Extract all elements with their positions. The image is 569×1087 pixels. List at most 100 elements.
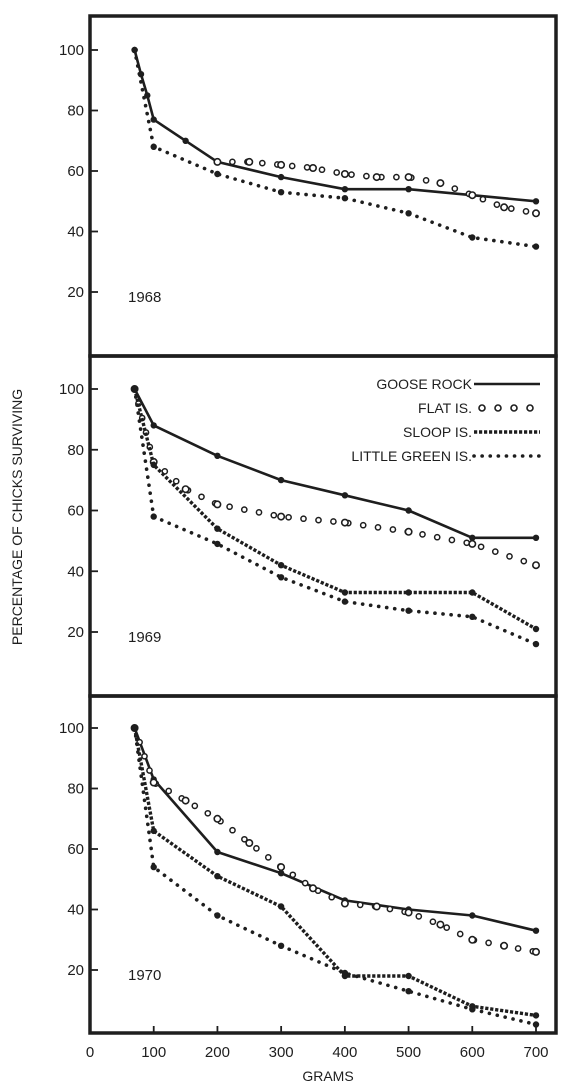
panel-1970-series-goose-rock-point-600 [469,912,476,919]
panel-1968-y-tick-label-40: 40 [67,224,84,241]
panel-1970-series-goose-rock-point-200 [214,848,221,856]
panel-1970-series-flat-is-symbol [514,945,522,952]
panel-1969-series-flat-is-symbol [285,513,292,521]
panel-1968: 20 40 60 80 100 1968 [59,14,558,358]
panel-1968-series-flat-is-point-550 [436,179,445,188]
panel-1969-series-flat-is-symbol [315,516,322,524]
panel-1968-y-tick-label-60: 60 [67,163,84,180]
panel-1969-series-flat-is-point-200 [213,500,222,509]
panel-1969-series-flat-is-point-300 [277,512,286,521]
panel-1969-series-goose-rock-point-400 [341,492,349,499]
panel-1968-series-little-green-is-point-500 [405,210,412,217]
panel-1969-series-goose-rock-point-600 [469,534,476,541]
panel-1969-series-flat-is-symbol [198,493,205,501]
panel-1969-series-little-green-is-point-100 [150,513,157,520]
panel-1968-series-flat-is-symbol [493,201,501,208]
panel-1970-series-flat-is-point-350 [308,884,317,893]
panel-1970-series-flat-is-symbol [386,905,394,913]
panel-1970-series-flat-is-point-600 [468,935,477,944]
panel-1969-y-tick-label-20: 20 [67,624,84,641]
panel-1969-series-flat-is-symbol [226,503,233,511]
panel-1969-series-sloop-is-point-700 [532,625,540,633]
x-axis-title: GRAMS [302,1068,353,1084]
panel-1970-x-tick-label-600: 600 [460,1044,485,1061]
panel-1970-frame [88,694,558,1035]
panel-1970-series-little-green-is-point-700 [532,1021,540,1028]
panel-1968-series-flat-is-symbol [348,171,355,178]
panel-1968-series-little-green-is-point-200 [214,170,221,178]
panel-1968-series-flat-is-symbol [507,205,515,212]
panel-1968-series-goose-rock-point-500 [405,185,412,193]
panel-1970-series-flat-is-point-450 [372,902,381,911]
panel-1970-series-flat-is-symbol [485,939,492,947]
panel-1969-series-sloop-is-point-300 [277,562,285,569]
panel-1968-series-little-green-is [131,46,540,250]
panel-1969-series-little-green-is-point-400 [341,598,349,605]
panel-1969-series-flat-is-symbol [520,557,528,565]
panel-1970-series-little-green-is-point-70 [131,724,138,732]
panel-1970-series-flat-is-point-500 [404,908,413,917]
panel-1969-series-flat-is-symbol [240,506,248,513]
panel-1969-series-goose-rock-point-300 [277,476,285,484]
panel-1968-year-label: 1968 [128,289,161,306]
panel-1968-series-goose-rock-point-300 [277,173,285,181]
panel-1970-x-tick-label-700: 700 [523,1044,548,1061]
legend-label-little-green-is: LITTLE GREEN IS. [351,448,472,464]
panel-1970-series-little-green-is-point-500 [405,988,412,995]
panel-1969-series-flat-is-symbol [359,521,367,529]
panel-1970-series-flat-is-symbol [141,752,148,760]
panel-1970-series-flat-is-symbol [204,809,212,817]
panel-1970-x-tick-label-300: 300 [269,1044,294,1061]
panel-1969-series-little-green-is-point-600 [469,613,476,620]
legend-swatch-flat-is-symbol [510,404,518,412]
panel-1968-series-goose-rock-point-90 [144,92,151,99]
panel-1970-series-flat-is-symbol [253,845,260,852]
panel-1970-series-sloop-is-line [132,727,537,1018]
panel-1968-series-flat-is-point-200 [213,157,222,166]
panel-1969-series-sloop-is-point-500 [405,589,412,596]
panel-1968-series-flat-is [213,157,540,218]
legend-label-sloop-is: SLOOP IS. [403,424,472,440]
panel-1970-series-flat-is-symbol [146,767,153,774]
panel-1969-series-goose-rock-point-500 [405,507,412,514]
panel-1968-series-little-green-is-point-70 [131,46,138,54]
panel-1969-series-sloop-is-point-400 [341,589,349,596]
panel-1969-series-flat-is-symbol [433,533,441,541]
panel-1970-y-tick-label-80: 80 [67,781,84,798]
panel-1969-series-goose-rock-point-100 [150,422,157,429]
panel-1970-series-flat-is-symbol [241,835,248,843]
panel-1969-series-flat-is-symbol [172,477,180,485]
panel-1968-series-little-green-is-point-100 [150,143,157,150]
panel-1970-series-flat-is [130,723,540,956]
panel-1970-x-tick-label-400: 400 [332,1044,357,1061]
panel-1970-series-flat-is-point-550 [436,920,445,929]
panel-1970-series-flat-is-symbol [328,893,336,901]
panel-1970-series-goose-rock-point-300 [277,870,285,877]
panel-1970-series-flat-is-symbol [165,787,173,795]
panel-1969-series-flat-is-symbol [374,524,382,531]
panel-1968-series-flat-is-point-600 [468,191,477,200]
panel-1970-series-sloop-is-point-100 [150,827,157,835]
panel-1969-series-flat-is-point-500 [404,527,413,536]
panel-1969-series-little-green-is [131,385,540,648]
panel-1970-series-little-green-is-point-100 [150,863,157,871]
panel-1968-series-flat-is-point-400 [340,170,349,179]
panel-1969-y-tick-label-60: 60 [67,503,84,520]
panel-1970-series-flat-is-symbol [191,802,199,810]
panel-1969-series-flat-is-symbol [448,536,456,544]
panel-1970-series-goose-rock-point-700 [532,927,540,934]
panel-1970-series-flat-is-symbol [443,924,451,931]
panel-1970-y-tick-label-100: 100 [59,720,84,737]
panel-1970-y-tick-label-20: 20 [67,962,84,979]
panel-1970-series-sloop-is-point-700 [532,1012,540,1019]
panel-1969-y-tick-label-80: 80 [67,442,84,459]
panel-1968-series-goose-rock-point-400 [341,185,349,193]
panel-1968-series-flat-is-symbol [451,185,459,192]
panel-1969-series-little-green-is-point-300 [277,574,285,581]
panel-1968-series-flat-is-point-300 [277,160,286,169]
panel-1970-series-little-green-is-point-600 [469,1006,476,1013]
panel-1970-y-tick-label-60: 60 [67,841,84,858]
panel-1969-series-sloop-is-point-200 [214,525,221,532]
panel-1969-series-flat-is-symbol [491,548,499,555]
